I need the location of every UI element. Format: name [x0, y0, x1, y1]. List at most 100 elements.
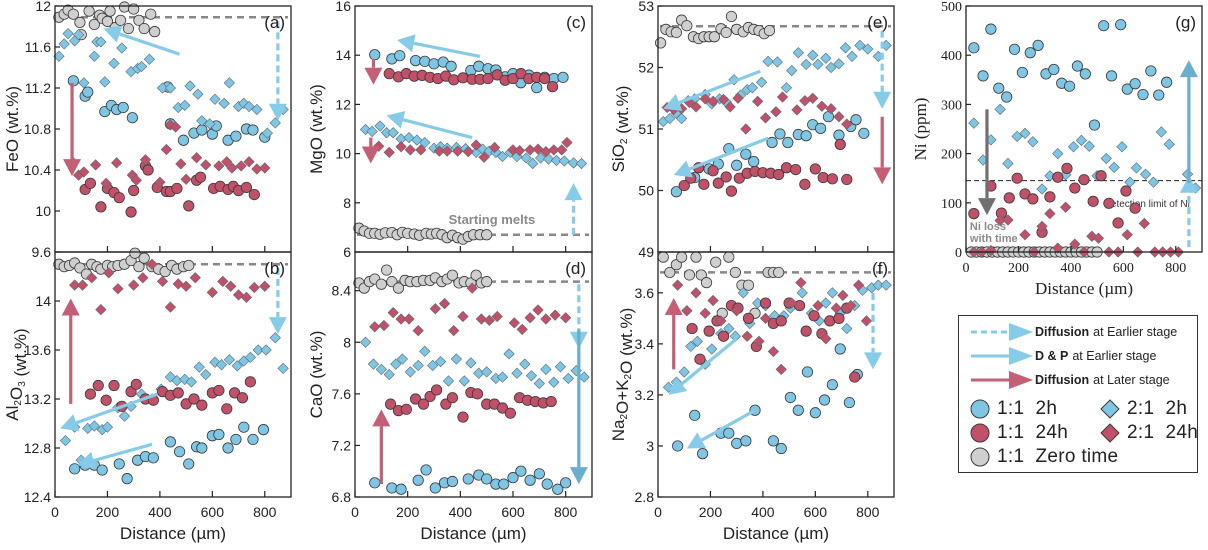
- data-point: [121, 473, 133, 485]
- trend-arrow: [103, 25, 181, 56]
- x-tick-label: 200: [1008, 261, 1029, 276]
- data-point: [556, 144, 568, 156]
- y-tick-label: 12.8: [24, 440, 51, 456]
- y-tick-label: 6.8: [332, 489, 352, 505]
- panel-f: 2.8 3 3.2 3.4 3.6 0 200 400 600 800 Distance (µm) N…: [609, 251, 895, 543]
- legend-item-11-2h: 1:1 2h: [969, 398, 1057, 420]
- legend-bold-label: Diffusion: [1035, 325, 1090, 339]
- trend-arrow: [63, 82, 82, 177]
- data-point: [427, 359, 439, 372]
- panel-label: (b): [264, 259, 285, 278]
- data-point: [717, 93, 730, 106]
- arrow-head: [364, 67, 383, 85]
- data-point: [542, 153, 555, 165]
- arrow-shaft: [93, 442, 153, 463]
- y-tick-label: 3.4: [635, 336, 655, 352]
- data-point: [130, 174, 142, 186]
- data-point: [496, 402, 509, 414]
- data-point: [1069, 238, 1081, 250]
- y-tick-label: 300: [941, 98, 962, 113]
- data-point: [515, 465, 527, 477]
- data-point: [235, 160, 247, 172]
- data-point: [412, 359, 424, 372]
- data-point: [675, 112, 688, 125]
- arrow-head: [977, 198, 996, 216]
- data-point: [799, 178, 811, 190]
- data-point: [511, 367, 523, 379]
- data-point: [548, 144, 560, 156]
- data-point: [457, 310, 469, 323]
- data-point: [807, 92, 819, 104]
- series-2-1-2h: [657, 39, 892, 128]
- data-point: [496, 150, 509, 163]
- data-point: [76, 279, 89, 291]
- trend-arrow: [77, 442, 153, 470]
- data-point: [678, 179, 690, 192]
- y-axis-label-part: (wt.%): [11, 328, 30, 381]
- data-point: [409, 55, 422, 67]
- data-point: [83, 5, 95, 17]
- trend-arrow: [364, 58, 383, 85]
- data-point: [125, 206, 137, 218]
- data-point: [791, 104, 803, 116]
- legend-item-21-24h: 2:1 24h: [1099, 422, 1198, 444]
- data-point: [825, 61, 837, 74]
- data-point: [774, 128, 786, 140]
- data-point: [164, 436, 176, 448]
- data-point: [116, 42, 128, 54]
- y-axis-label: FeO (wt.%): [3, 86, 22, 172]
- data-point: [731, 437, 743, 450]
- data-point: [126, 112, 138, 124]
- data-point: [491, 310, 503, 323]
- data-point: [880, 279, 892, 291]
- data-point: [755, 76, 768, 88]
- data-point: [1121, 229, 1133, 241]
- data-point: [481, 473, 493, 485]
- data-point: [247, 124, 259, 136]
- data-point: [190, 152, 203, 164]
- y-tick-label: 12.4: [24, 489, 51, 505]
- data-point: [533, 377, 545, 390]
- ni-loss-annotation-line2: with time: [969, 233, 1018, 245]
- data-point: [240, 291, 253, 303]
- data-point: [670, 186, 682, 198]
- arrow-head: [397, 34, 416, 53]
- data-point: [496, 371, 509, 383]
- data-point: [524, 474, 536, 486]
- data-point: [699, 307, 711, 319]
- y-axis-label-part: Al: [3, 406, 22, 421]
- data-point: [849, 371, 861, 383]
- data-point: [367, 358, 380, 370]
- data-point: [820, 52, 832, 64]
- data-point: [707, 165, 719, 177]
- arrow-shaft: [688, 136, 769, 171]
- data-point: [74, 16, 86, 29]
- trend-arrow: [686, 408, 756, 449]
- arrow-head: [103, 25, 123, 43]
- data-point: [531, 82, 543, 94]
- data-point: [478, 151, 490, 163]
- data-point: [95, 201, 107, 213]
- data-point: [784, 391, 797, 404]
- panel-label: (e): [867, 13, 888, 32]
- data-point: [470, 269, 482, 281]
- data-point: [1079, 68, 1091, 80]
- data-point: [400, 403, 412, 415]
- data-point: [156, 82, 169, 94]
- y-axis-label-part: O: [7, 387, 26, 400]
- data-point: [196, 399, 208, 411]
- data-point: [782, 136, 794, 149]
- data-point: [193, 361, 205, 373]
- data-point: [223, 77, 236, 89]
- data-point: [520, 152, 532, 164]
- data-point: [108, 57, 120, 70]
- trend-arrow: [663, 69, 761, 111]
- data-point: [724, 101, 736, 113]
- data-point: [748, 155, 760, 168]
- data-point: [204, 118, 216, 130]
- data-point: [206, 286, 218, 299]
- series-1-1-24h: [383, 68, 559, 93]
- data-point: [1116, 141, 1128, 153]
- data-point: [1067, 141, 1080, 153]
- arrow-head: [1179, 175, 1198, 193]
